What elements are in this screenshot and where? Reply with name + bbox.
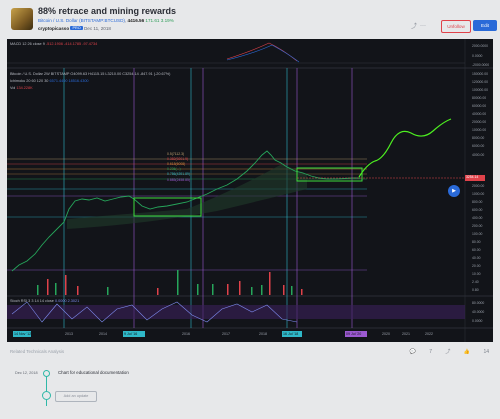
x-tick-tag: 9 Jul '16: [124, 332, 138, 336]
chart-canvas: [7, 39, 493, 342]
fib-label: 0.885(2458.85): [167, 178, 190, 182]
macd-label: MACD 12 26 close 9 -512.1906 -414.1785 -…: [10, 42, 98, 46]
current-price-tag: 3254.14: [466, 175, 479, 179]
idea-footer: Related Technicals Analysis 💬 7 ⤴ 👍 14: [7, 342, 493, 364]
timeline-add-dot: [42, 391, 51, 400]
timeline: Dec 12, 2018 Chart for educational docum…: [7, 364, 493, 416]
x-tick-tag: 14 Nov '12: [14, 332, 32, 336]
y-tick: 6000.00: [472, 144, 485, 148]
y-tick: 600.00: [472, 208, 483, 212]
y-tick: 2000.00: [472, 184, 485, 188]
fib-label: 0.786(4391.89): [167, 172, 190, 176]
symbol-price: 4416.56: [127, 18, 145, 23]
fib-label: 0.382(9201.9): [167, 157, 189, 161]
idea-title: 88% retrace and mining rewards: [38, 6, 177, 16]
y-tick: 40.0000: [472, 310, 485, 314]
play-button[interactable]: ▶: [448, 185, 460, 197]
x-tick: 2018: [259, 332, 267, 336]
related-link[interactable]: Related Technicals Analysis: [10, 349, 65, 354]
x-tick-tag: 16 Jul '18: [283, 332, 299, 336]
y-tick: 80000.00: [472, 96, 487, 100]
edit-button[interactable]: Edit: [473, 20, 497, 31]
pro-badge: PRO: [70, 26, 83, 30]
x-tick: 2020: [382, 332, 390, 336]
fib-label: 0.236(...): [167, 167, 181, 171]
header-icons: ⤴⋯: [411, 21, 429, 30]
symbol-link[interactable]: Bitcoin / U.S. Dollar (BITSTAMP:BTCUSD): [38, 18, 125, 23]
x-tick-tag: 09 Jul '20: [346, 332, 362, 336]
timeline-line: [46, 374, 47, 406]
y-tick: 100000.00: [472, 88, 489, 92]
y-tick: 4000.00: [472, 153, 485, 157]
more-icon[interactable]: ⋯: [420, 24, 430, 30]
x-tick: 2017: [222, 332, 230, 336]
y-tick: 200.00: [472, 224, 483, 228]
x-tick: 2021: [402, 332, 410, 336]
y-tick: 80.0000: [472, 301, 485, 305]
y-tick: -2000.0000: [472, 63, 490, 67]
share-icon[interactable]: ⤴: [445, 349, 451, 355]
y-tick: 100.00: [472, 232, 483, 236]
y-tick: 120000.00: [472, 80, 489, 84]
y-tick: 0.0000: [472, 319, 483, 323]
y-tick: 80.00: [472, 240, 481, 244]
ichimoku-label: Ichimoku 20 60 120 30 6571.4400 18516.43…: [10, 79, 89, 83]
timeline-dot: [43, 370, 50, 377]
y-tick: 0.0000: [472, 54, 483, 58]
y-tick: 10.00: [472, 272, 481, 276]
y-tick: 1000.00: [472, 192, 485, 196]
y-tick: 400.00: [472, 216, 483, 220]
y-tick: 20.00: [472, 264, 481, 268]
y-tick: 2.40: [472, 280, 479, 284]
x-tick: 2013: [65, 332, 73, 336]
likes-count[interactable]: 👍 14: [463, 349, 489, 355]
stoch-label: Stoch RSI 3 3 14 14 close 0.0000 2.3021: [10, 299, 80, 303]
idea-stats: 💬 7 ⤴ 👍 14: [398, 348, 489, 355]
chart-area[interactable]: MACD 12 26 close 9 -512.1906 -414.1785 -…: [7, 39, 493, 342]
x-tick: 2022: [425, 332, 433, 336]
publish-date: Dec 11, 2018: [83, 26, 111, 31]
x-tick: 2014: [99, 332, 107, 336]
x-tick: 2016: [182, 332, 190, 336]
y-tick: 60000.00: [472, 104, 487, 108]
main-series-label: Bitcoin / U.S. Dollar 2W BITSTAMP O4099.…: [10, 72, 171, 76]
unfollow-button[interactable]: Unfollow: [441, 20, 471, 33]
add-update-button[interactable]: Add an update: [55, 391, 97, 402]
y-tick: 0.80: [472, 288, 479, 292]
y-tick: 60.00: [472, 248, 481, 252]
y-tick: 800.00: [472, 200, 483, 204]
y-tick: 10000.00: [472, 128, 487, 132]
y-tick: 40000.00: [472, 112, 487, 116]
comments-count[interactable]: 💬 7: [409, 349, 433, 355]
author-name[interactable]: cryptopicasso: [38, 26, 70, 31]
fib-label: 0.618(6008): [167, 162, 186, 166]
timeline-text: Chart for educational documentation: [58, 370, 129, 375]
timeline-date: Dec 12, 2018: [15, 371, 38, 375]
y-tick: 20000.00: [472, 120, 487, 124]
symbol-line: Bitcoin / U.S. Dollar (BITSTAMP:BTCUSD),…: [38, 18, 174, 23]
share-icon[interactable]: ⤴: [411, 24, 421, 30]
y-tick: 150000.00: [472, 72, 489, 76]
fib-label: 0.5(7112.3): [167, 152, 185, 156]
author-line: cryptopicasso PRO Dec 11, 2018: [38, 26, 111, 31]
author-avatar[interactable]: [11, 8, 33, 30]
y-tick: 8000.00: [472, 136, 485, 140]
idea-header: 88% retrace and mining rewards Bitcoin /…: [7, 3, 497, 37]
y-tick: 40.00: [472, 256, 481, 260]
volume-label: Vol 134.228K: [10, 86, 33, 90]
y-tick: 2000.0000: [472, 44, 489, 48]
symbol-change: 171.61 3.19%: [145, 18, 174, 23]
